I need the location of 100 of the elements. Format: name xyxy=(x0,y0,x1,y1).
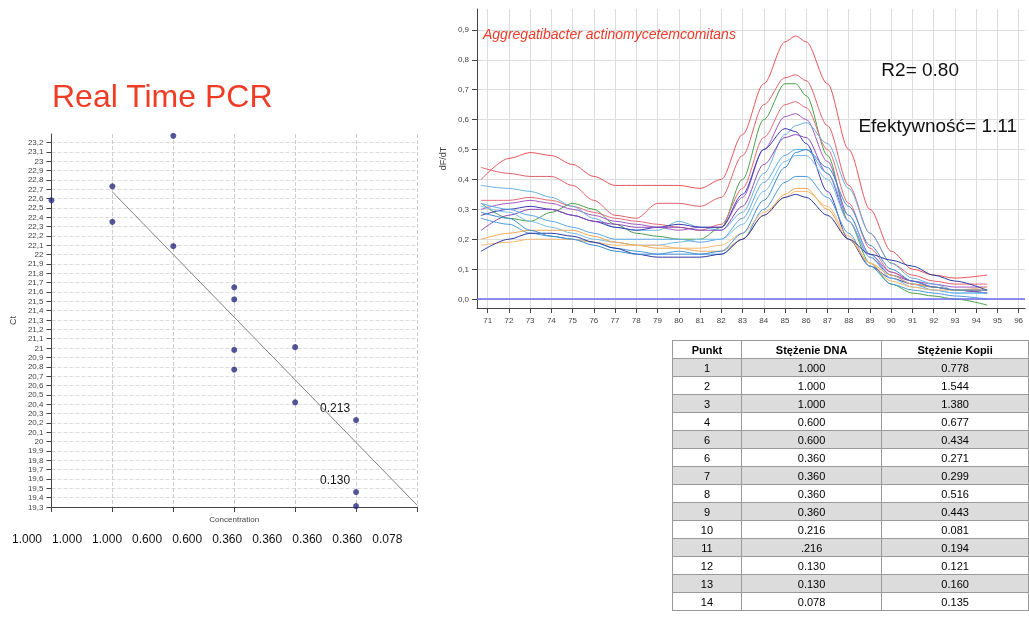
text: 12 xyxy=(672,556,742,575)
y-tick-label: 20,4 xyxy=(27,399,45,409)
y-tick-label: 20,1 xyxy=(27,427,45,437)
x-tick-label: 86 xyxy=(801,315,812,325)
text: 0.271 xyxy=(881,448,1029,467)
x-tick-label: 72 xyxy=(504,315,514,325)
text: 14 xyxy=(672,592,742,611)
y-tick-label: 19,6 xyxy=(27,474,45,484)
y-tick-label: 22,7 xyxy=(27,184,45,194)
y-tick-label: 21,6 xyxy=(27,287,45,297)
y-tick-label: 20,6 xyxy=(27,380,45,390)
text: Aggregatibacter actinomycetemcomitans xyxy=(482,26,736,42)
y-tick-label: 20,8 xyxy=(27,362,45,372)
text: 0.216 xyxy=(741,520,882,539)
x-tick-label: 88 xyxy=(844,315,854,325)
y-tick-label: 20,3 xyxy=(27,409,45,419)
y-tick-label: 0,5 xyxy=(457,145,470,155)
y-axis-title: Ct xyxy=(7,315,18,325)
x-tick-label: 78 xyxy=(631,315,642,325)
y-tick-label: 20,2 xyxy=(27,418,45,428)
text: 0.600 xyxy=(132,532,163,546)
x-tick-label: 92 xyxy=(929,315,939,325)
y-tick-label: 22,8 xyxy=(27,175,45,185)
x-tick-label: 89 xyxy=(865,315,875,325)
y-tick-label: 0,7 xyxy=(457,85,470,95)
text: Stężenie DNA xyxy=(741,340,882,359)
text: 0.360 xyxy=(332,532,363,546)
text: 1.544 xyxy=(881,376,1029,395)
x-tick-label: 74 xyxy=(546,315,557,325)
text: 8 xyxy=(672,484,742,503)
y-tick-label: 0,8 xyxy=(457,55,470,65)
y-tick-label: 21,8 xyxy=(27,268,45,278)
y-tick-label: 23,2 xyxy=(27,137,45,147)
y-tick-label: 0,4 xyxy=(457,174,470,184)
x-tick-label: 87 xyxy=(823,315,833,325)
text: 0.443 xyxy=(881,502,1029,521)
y-tick-label: 22 xyxy=(34,250,45,260)
text: 0.516 xyxy=(881,484,1029,503)
x-tick-label: 83 xyxy=(738,315,748,325)
y-tick-label: 0,1 xyxy=(457,264,470,274)
text: 3 xyxy=(672,394,742,413)
x-tick-label: 91 xyxy=(907,315,918,325)
annotation: Efektywność= 1.11 xyxy=(858,115,1018,136)
text: 0.160 xyxy=(881,574,1029,593)
y-tick-label: 21,3 xyxy=(27,315,45,325)
text: 0.360 xyxy=(741,484,882,503)
text: 4 xyxy=(672,412,742,431)
text: 2 xyxy=(672,376,742,395)
x-tick-label: 84 xyxy=(759,315,769,325)
x-tick-label: 96 xyxy=(1014,315,1024,325)
text: 9 xyxy=(672,502,742,521)
x-tick-label: 71 xyxy=(483,315,493,325)
text: 0.130 xyxy=(741,556,882,575)
y-tick-label: 23,1 xyxy=(27,147,45,157)
text: .216 xyxy=(741,538,882,557)
text: 1.000 xyxy=(741,358,882,377)
x-tick-label: 93 xyxy=(950,315,960,325)
text: 1.000 xyxy=(92,532,123,546)
text: Stężenie Kopii xyxy=(881,340,1029,359)
y-tick-label: 22,1 xyxy=(27,240,45,250)
text: 0.360 xyxy=(741,448,882,467)
y-tick-label: 19,5 xyxy=(27,483,45,493)
y-tick-label: 19,9 xyxy=(27,446,45,456)
y-tick-label: 22,4 xyxy=(27,212,45,222)
x-tick-label: 81 xyxy=(695,315,706,325)
text: 0.078 xyxy=(372,532,403,546)
x-tick-label: 82 xyxy=(716,315,727,325)
text: 0.360 xyxy=(212,532,243,546)
y-tick-label: 22,9 xyxy=(27,165,45,175)
y-tick-label: 0,0 xyxy=(457,294,470,304)
y-tick-label: 0,6 xyxy=(457,115,470,125)
text: 0.135 xyxy=(881,592,1029,611)
text: 1.000 xyxy=(12,532,43,546)
x-tick-label: 75 xyxy=(568,315,578,325)
y-tick-label: 21,7 xyxy=(27,278,45,288)
text: 0.600 xyxy=(172,532,203,546)
y-tick-label: 0,3 xyxy=(457,204,470,214)
x-tick-label: 85 xyxy=(780,315,790,325)
y-tick-label: 22,3 xyxy=(27,222,45,232)
y-tick-label: 20,7 xyxy=(27,371,45,381)
text: 0.081 xyxy=(881,520,1029,539)
text: 0.078 xyxy=(741,592,882,611)
y-tick-label: 20,9 xyxy=(27,352,45,362)
text: 6 xyxy=(672,448,742,467)
text: 0.360 xyxy=(741,466,882,485)
y-tick-label: 22,6 xyxy=(27,194,45,203)
x-tick-label: 80 xyxy=(674,315,684,325)
chart-title: Real Time PCR xyxy=(52,78,273,115)
y-tick-label: 20 xyxy=(34,437,45,447)
x-tick-label: 90 xyxy=(886,315,897,325)
text: 0.360 xyxy=(252,532,283,546)
annotation: R2= 0.80 xyxy=(881,59,960,80)
y-tick-label: 21,5 xyxy=(27,296,45,306)
text: 0.600 xyxy=(741,430,882,449)
text: 0.677 xyxy=(881,412,1029,431)
text: 7 xyxy=(672,466,742,485)
y-tick-label: 21,4 xyxy=(27,306,45,316)
y-tick-label: 19,7 xyxy=(27,465,45,475)
x-tick-label: 76 xyxy=(589,315,599,325)
y-axis-title: dF/dT xyxy=(437,146,448,171)
